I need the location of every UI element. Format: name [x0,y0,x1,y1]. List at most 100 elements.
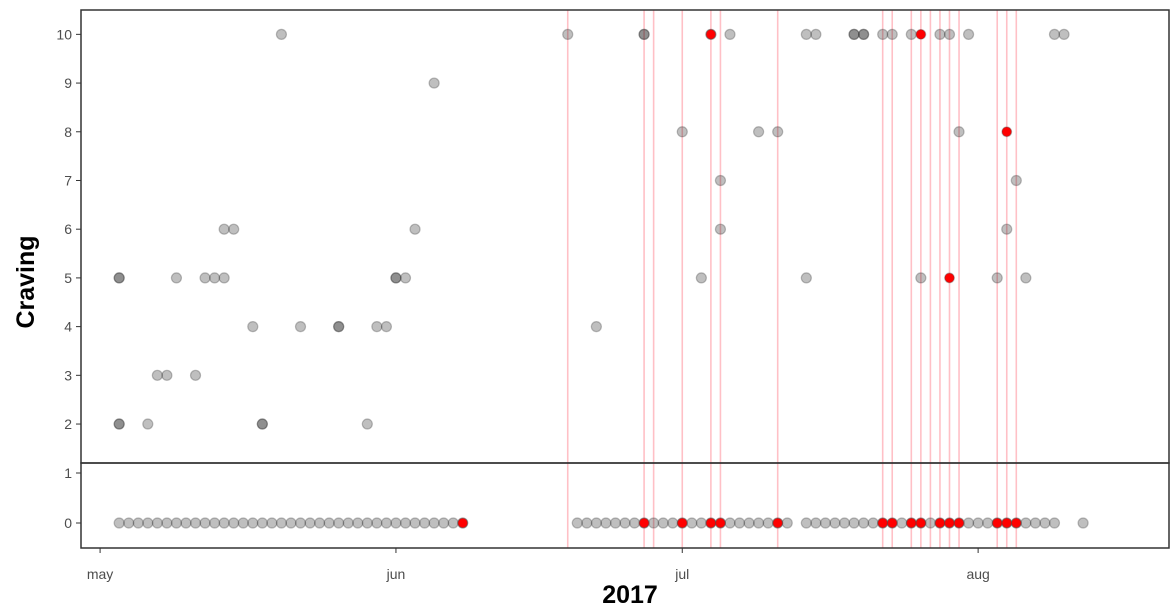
data-point [371,517,383,529]
data-point [151,517,163,529]
x-axis-label: 2017 [602,581,658,609]
data-point [304,517,316,529]
x-tick-label: jun [386,566,406,582]
data-point [857,28,870,40]
data-point [638,28,650,40]
data-point [294,517,307,529]
data-point-highlight [676,517,688,529]
data-point [1077,517,1089,529]
data-point [285,517,297,529]
data-point [886,28,898,40]
data-point [380,517,393,529]
data-point [1029,517,1041,529]
data-point [161,369,173,381]
data-point [982,517,994,529]
x-tick-label: may [87,566,113,582]
axes: 2 3 4 5 6 7 8 9 10 0 1 may jun jul aug [56,9,1170,582]
data-point [418,517,431,529]
data-point-highlight [944,517,955,529]
y-tick-label: 7 [64,172,72,188]
y-tick-label: 8 [64,124,72,140]
data-point [628,517,641,529]
data-point [333,321,345,333]
data-point [781,517,793,529]
data-point [256,517,268,529]
data-point-highlight [915,517,927,529]
data-point [294,321,307,333]
data-point [753,126,765,138]
data-point [972,517,984,529]
y-tick-label: 0 [64,515,72,531]
data-point [142,418,154,430]
data-point [266,517,278,529]
data-point [323,517,335,529]
data-point-highlight [1001,517,1013,529]
data-point [867,517,879,529]
data-point [562,28,574,40]
data-point [218,223,230,235]
y-tick-label: 2 [64,416,72,432]
data-point [829,517,841,529]
data-point-highlight [705,28,717,40]
data-point [609,517,622,529]
data-point [695,517,707,529]
data-point [1010,174,1022,187]
data-point [724,517,736,529]
data-point [743,517,755,529]
data-point [142,517,154,529]
data-point [447,517,459,529]
data-point [313,517,326,529]
data-point [915,272,927,284]
data-point [113,418,125,430]
data-point [189,517,202,529]
data-point [667,517,679,529]
data-point [934,28,946,40]
data-point [924,517,937,529]
data-point [247,321,259,333]
data-point [151,369,163,381]
data-point-highlight [886,517,898,529]
y-tick-label: 4 [64,319,72,335]
data-point-highlight [1010,517,1022,529]
data-point-highlight [1001,126,1013,138]
data-point [1058,28,1070,40]
data-point [333,321,345,333]
data-point [390,517,402,529]
data-point [714,223,727,235]
data-point-highlight [705,517,717,529]
data-point [819,517,832,529]
data-point [590,517,602,529]
data-point [409,223,421,235]
y-tick-label: 1 [64,465,72,481]
data-point-highlight [991,517,1003,529]
data-point [189,369,202,381]
x-tick-label: aug [966,566,989,582]
data-point [237,517,249,529]
data-point [399,272,412,284]
data-point [275,517,288,529]
data-point [571,517,583,529]
panel-border-high [80,9,1170,464]
data-point [657,517,669,529]
data-point [390,272,402,284]
data-point [810,517,822,529]
data-point [1001,223,1013,235]
data-point [209,272,221,284]
data-point [123,517,135,529]
data-point [275,28,288,40]
data-point [896,517,908,529]
data-point [800,28,812,40]
data-point [113,517,125,529]
data-point [113,272,125,284]
data-point [361,418,373,430]
data-point [762,517,774,529]
data-point [342,517,354,529]
data-point [361,517,373,529]
data-point [218,517,230,529]
data-point [1048,28,1061,40]
data-point [848,28,860,40]
y-tick-label: 10 [56,26,72,42]
data-point [409,517,421,529]
data-point [857,517,870,529]
data-point [772,126,784,138]
